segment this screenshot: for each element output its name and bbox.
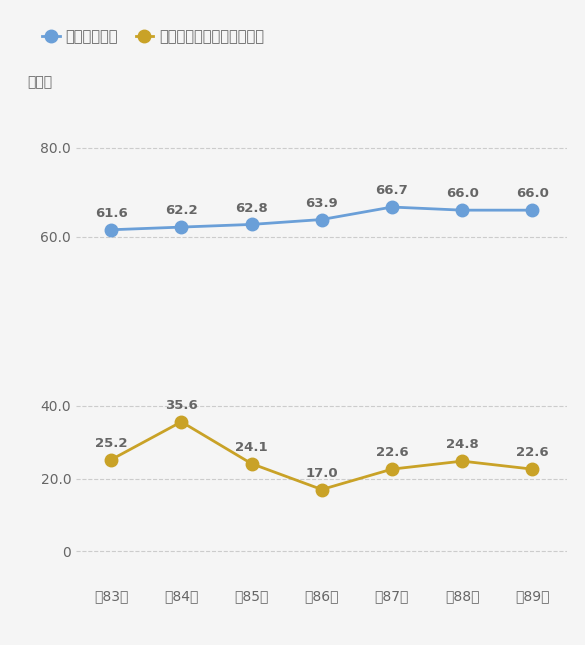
Text: 24.1: 24.1 (235, 441, 268, 454)
Text: 22.6: 22.6 (516, 446, 549, 459)
Text: 66.0: 66.0 (446, 188, 479, 201)
Text: 61.6: 61.6 (95, 207, 128, 220)
Text: 62.8: 62.8 (235, 202, 268, 215)
Text: 62.2: 62.2 (165, 204, 198, 217)
Text: 22.6: 22.6 (376, 446, 408, 459)
Text: 63.9: 63.9 (305, 197, 338, 210)
Text: 25.2: 25.2 (95, 437, 128, 450)
Text: 66.7: 66.7 (376, 184, 408, 197)
Text: 24.8: 24.8 (446, 439, 479, 451)
Text: 17.0: 17.0 (305, 467, 338, 480)
Text: 35.6: 35.6 (165, 399, 198, 412)
Text: （％）: （％） (27, 75, 52, 89)
Text: 66.0: 66.0 (516, 188, 549, 201)
Legend: 自己資本比率, 時価ベースの自己資本比率: 自己資本比率, 時価ベースの自己資本比率 (36, 23, 270, 50)
